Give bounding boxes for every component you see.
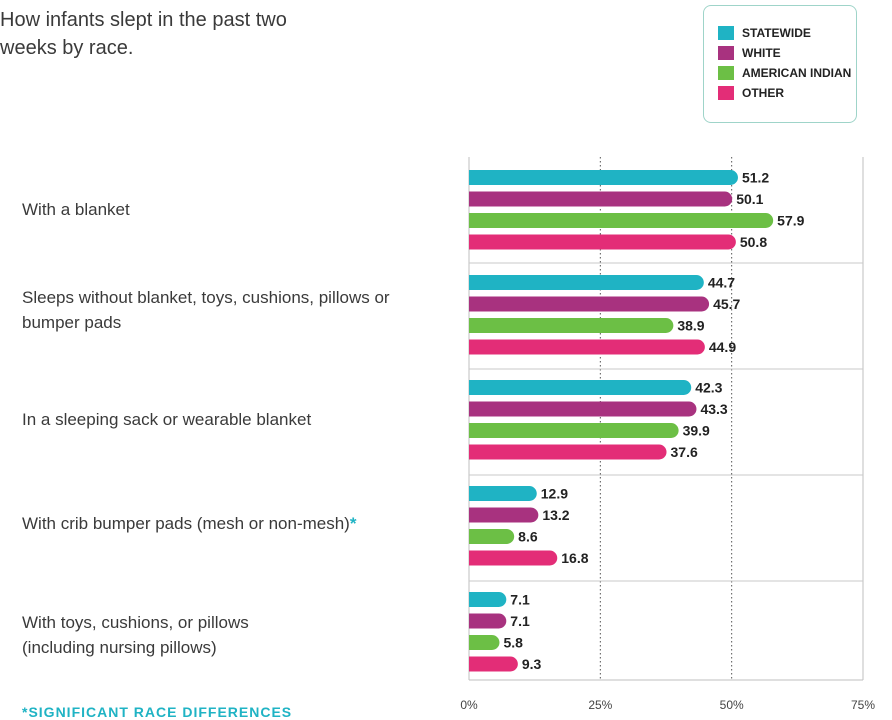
legend-swatch-american-indian bbox=[718, 66, 734, 80]
value-label-other-3: 37.6 bbox=[671, 444, 698, 460]
bar-statewide-3 bbox=[469, 380, 692, 395]
legend-item-white: WHITE bbox=[718, 46, 781, 60]
bar-white-2 bbox=[469, 296, 710, 312]
legend-label-american-indian: AMERICAN INDIAN bbox=[742, 66, 852, 80]
value-label-statewide-2: 44.7 bbox=[708, 275, 735, 291]
bar-white-1 bbox=[469, 191, 733, 207]
value-label-american-indian-5: 5.8 bbox=[503, 635, 523, 651]
chart-title: How infants slept in the past two weeks … bbox=[0, 9, 287, 59]
bar-white-4 bbox=[469, 507, 539, 523]
significance-asterisk: * bbox=[349, 514, 357, 533]
value-label-other-2: 44.9 bbox=[709, 339, 736, 355]
bar-statewide-5 bbox=[469, 592, 507, 607]
value-label-statewide-3: 42.3 bbox=[695, 380, 722, 396]
value-label-other-5: 9.3 bbox=[522, 656, 542, 672]
category-label-blanket: With a blanket bbox=[22, 197, 432, 222]
legend-item-other: OTHER bbox=[718, 86, 784, 100]
legend-swatch-statewide bbox=[718, 26, 734, 40]
category-label-sleeping-sack-text: In a sleeping sack or wearable blanket bbox=[22, 410, 312, 429]
value-label-statewide-1: 51.2 bbox=[742, 170, 769, 186]
value-label-american-indian-1: 57.9 bbox=[777, 213, 804, 229]
value-label-american-indian-4: 8.6 bbox=[518, 529, 538, 545]
x-tick-label-25: 25% bbox=[588, 698, 612, 712]
value-label-statewide-5: 7.1 bbox=[510, 592, 530, 608]
value-label-statewide-4: 12.9 bbox=[541, 486, 568, 502]
bar-statewide-1 bbox=[469, 170, 738, 185]
category-label-toys-pillows: With toys, cushions, or pillows (includi… bbox=[22, 610, 302, 660]
bar-statewide-4 bbox=[469, 486, 537, 501]
x-tick-label-50: 50% bbox=[720, 698, 744, 712]
chart-legend: STATEWIDE WHITE AMERICAN INDIAN OTHER bbox=[703, 5, 857, 123]
bar-american-indian-5 bbox=[469, 635, 500, 650]
value-label-other-4: 16.8 bbox=[561, 550, 588, 566]
category-label-without-items-text: Sleeps without blanket, toys, cushions, … bbox=[22, 288, 390, 332]
legend-label-white: WHITE bbox=[742, 46, 781, 60]
legend-swatch-other bbox=[718, 86, 734, 100]
bar-white-5 bbox=[469, 613, 507, 629]
x-tick-label-0: 0% bbox=[460, 698, 478, 712]
bar-american-indian-1 bbox=[469, 213, 774, 228]
bar-other-3 bbox=[469, 444, 667, 460]
x-tick-label-75: 75% bbox=[851, 698, 875, 712]
bar-white-3 bbox=[469, 401, 697, 417]
category-label-sleeping-sack: In a sleeping sack or wearable blanket bbox=[22, 407, 432, 432]
value-label-white-3: 43.3 bbox=[700, 401, 727, 417]
legend-swatch-white bbox=[718, 46, 734, 60]
value-label-american-indian-2: 38.9 bbox=[677, 318, 704, 334]
category-label-without-items: Sleeps without blanket, toys, cushions, … bbox=[22, 285, 432, 335]
legend-item-american-indian: AMERICAN INDIAN bbox=[718, 66, 851, 80]
legend-label-statewide: STATEWIDE bbox=[742, 26, 811, 40]
legend-label-other: OTHER bbox=[742, 86, 784, 100]
legend-item-statewide: STATEWIDE bbox=[718, 26, 811, 40]
bar-other-4 bbox=[469, 550, 558, 566]
bar-american-indian-2 bbox=[469, 318, 674, 333]
value-label-white-4: 13.2 bbox=[542, 507, 569, 523]
category-label-blanket-text: With a blanket bbox=[22, 200, 130, 219]
value-label-white-5: 7.1 bbox=[510, 613, 530, 629]
footnote: *SIGNIFICANT RACE DIFFERENCES bbox=[22, 704, 293, 720]
value-label-white-2: 45.7 bbox=[713, 296, 740, 312]
bar-american-indian-4 bbox=[469, 529, 515, 544]
category-label-toys-pillows-text: With toys, cushions, or pillows (includi… bbox=[22, 613, 249, 657]
bar-other-2 bbox=[469, 339, 705, 355]
category-label-bumper-pads: With crib bumper pads (mesh or non-mesh)… bbox=[22, 511, 432, 536]
value-label-white-1: 50.1 bbox=[736, 191, 763, 207]
value-label-other-1: 50.8 bbox=[740, 234, 767, 250]
bar-statewide-2 bbox=[469, 275, 704, 290]
bar-other-5 bbox=[469, 656, 518, 672]
category-label-bumper-pads-text: With crib bumper pads (mesh or non-mesh) bbox=[22, 514, 350, 533]
value-label-american-indian-3: 39.9 bbox=[683, 423, 710, 439]
bar-american-indian-3 bbox=[469, 423, 679, 438]
bar-other-1 bbox=[469, 234, 736, 250]
